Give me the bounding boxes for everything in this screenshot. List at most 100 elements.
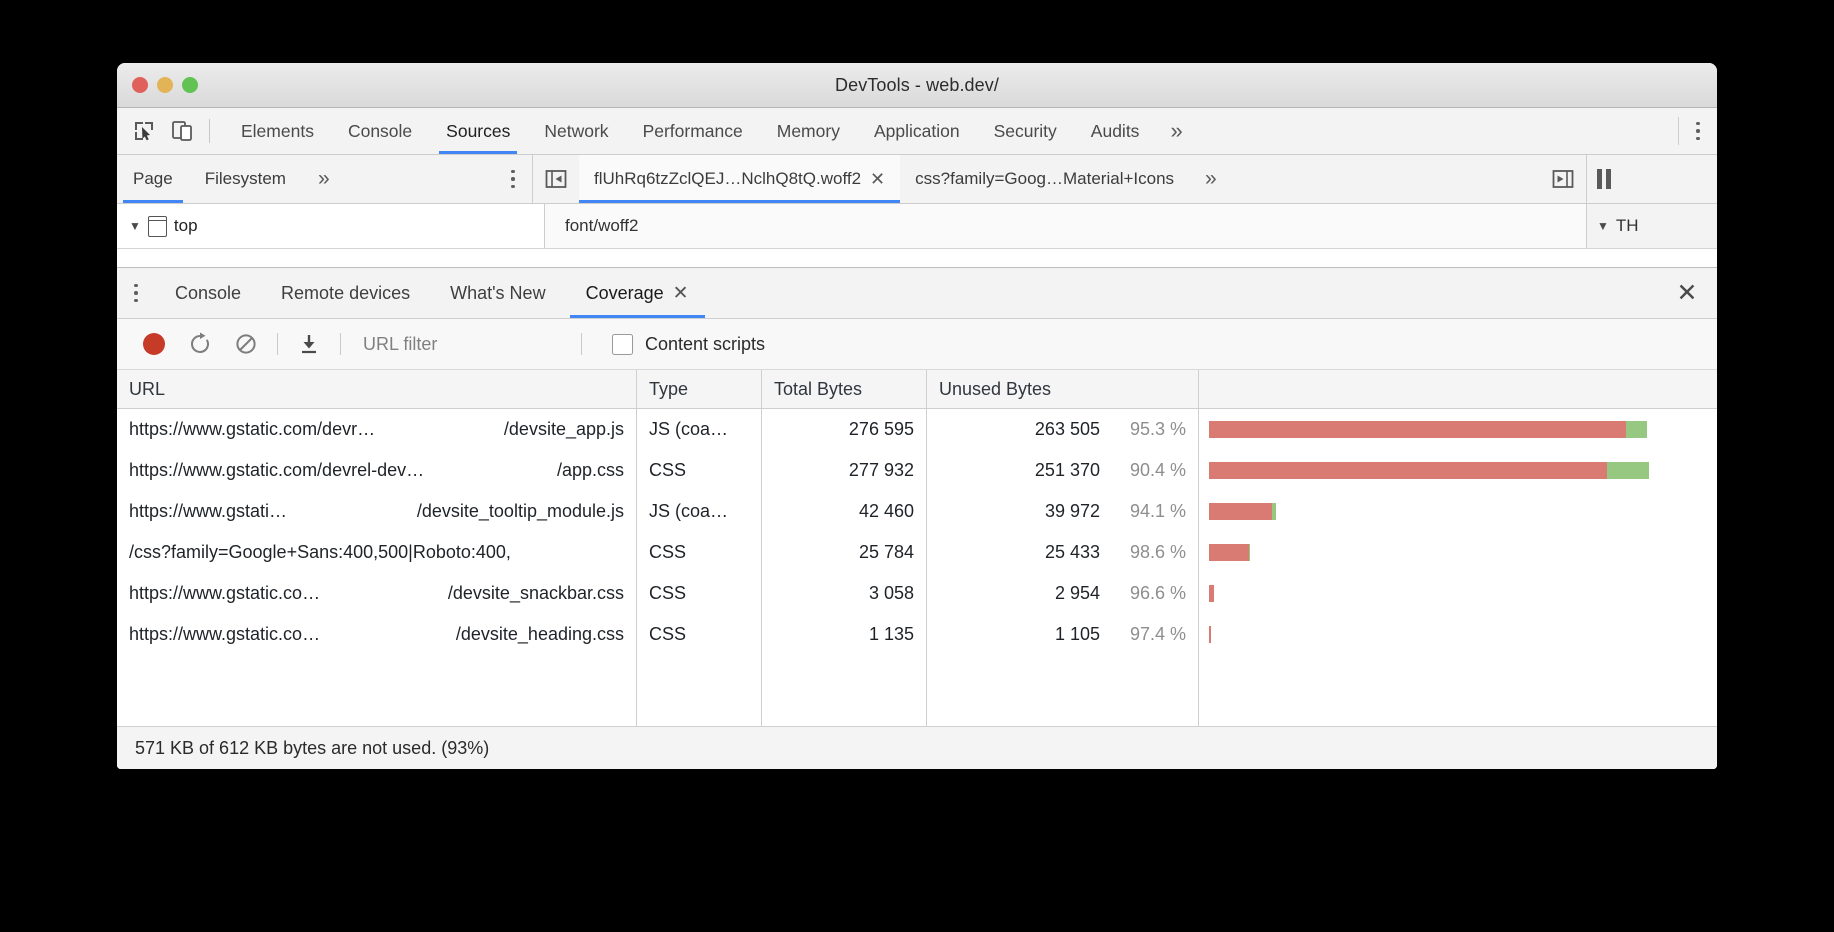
tab-audits[interactable]: Audits [1090,120,1140,141]
unused-segment [1209,585,1214,602]
drawer-menu-icon[interactable] [117,268,155,318]
cell-total-bytes: 277 932 [762,450,927,491]
tab-sources[interactable]: Sources [429,108,527,154]
drawer-tab-whats-new[interactable]: What's New [450,282,546,303]
section-triangle-icon[interactable]: ▼ [1597,219,1609,233]
column-header-total-bytes[interactable]: Total Bytes [762,370,927,408]
cell-unused-bytes: 251 370 90.4 % [927,450,1199,491]
tab-elements[interactable]: Elements [241,120,314,141]
column-header-unused-bytes[interactable]: Unused Bytes [927,370,1199,408]
usage-bar [1209,421,1647,438]
cell-unused-bytes: 1 105 97.4 % [927,614,1199,655]
inspect-element-icon[interactable] [131,118,157,144]
column-header-url[interactable]: URL [117,370,637,408]
url-file: /devsite_app.js [503,419,624,439]
table-row[interactable]: https://www.gstatic.com/devrel-dev… /app… [117,450,1717,491]
tab-console[interactable]: Console [347,120,413,141]
more-tabs-chevron-icon[interactable]: » [1170,118,1183,143]
tab-application[interactable]: Application [873,120,960,141]
expand-editor-icon[interactable] [1540,155,1586,203]
unused-value: 2 954 [1054,583,1100,603]
usage-bar [1209,544,1250,561]
table-row[interactable]: https://www.gstati… /devsite_tooltip_mod… [117,491,1717,532]
expand-triangle-icon[interactable]: ▼ [129,219,141,233]
drawer-tab-label: Coverage [585,282,664,303]
toolbar-icons [117,108,195,154]
close-icon[interactable]: ✕ [870,168,886,189]
unused-percent: 94.1 % [1129,501,1186,521]
record-button[interactable] [131,321,177,367]
zoom-window-button[interactable] [182,77,198,93]
cell-usage-bar [1199,614,1717,655]
cell-total-bytes: 1 135 [762,614,927,655]
cell-total-bytes: 276 595 [762,409,927,450]
cell-url: https://www.gstatic.com/devrel-dev… /app… [117,450,637,491]
content-scripts-checkbox[interactable] [612,333,633,355]
cell-usage-bar [1199,450,1717,491]
used-segment [1626,421,1647,438]
content-scripts-toggle[interactable]: Content scripts [590,333,765,355]
cell-type: CSS [637,573,762,614]
column-header-bar[interactable] [1199,370,1717,408]
nav-tab-page[interactable]: Page [117,155,189,203]
tab-performance[interactable]: Performance [642,120,743,141]
file-more-chevron-icon[interactable]: » [1205,167,1217,190]
editor-mime-type: font/woff2 [545,204,1586,248]
navigator-tree[interactable]: ▼ top [117,204,545,248]
tree-node-top[interactable]: top [173,216,198,235]
coverage-table: URL Type Total Bytes Unused Bytes https:… [117,370,1717,769]
navigator-menu-icon[interactable] [494,155,532,203]
unused-segment [1209,462,1607,479]
collapse-sidebar-icon[interactable] [533,155,579,203]
debugger-sidebar-label: TH [1615,216,1639,235]
cell-usage-bar [1199,573,1717,614]
url-prefix: https://www.gstatic.co… [129,583,321,603]
url-prefix: https://www.gstatic.com/devrel-dev… [129,460,425,480]
toolbar-divider [209,119,210,143]
pause-script-icon[interactable] [1597,169,1611,189]
file-tab-woff2[interactable]: flUhRq6tzZclQEJ…NclhQ8tQ.woff2 ✕ [579,155,901,203]
sources-subrow: Page Filesystem » flUhRq6tzZclQEJ…NclhQ8… [117,155,1717,204]
cell-type: CSS [637,532,762,573]
panel-tabs: Elements Console Sources Network Perform… [224,108,1678,154]
main-toolbar-divider [1678,117,1679,145]
table-row[interactable]: https://www.gstatic.co… /devsite_snackba… [117,573,1717,614]
drawer-tab-console[interactable]: Console [175,282,242,303]
nav-more-chevron-icon[interactable]: » [317,167,330,190]
table-body: https://www.gstatic.com/devr… /devsite_a… [117,409,1717,726]
tab-memory[interactable]: Memory [776,120,840,141]
coverage-toolbar: URL filter Content scripts [117,319,1717,370]
unused-value: 251 370 [1034,460,1100,480]
minimize-window-button[interactable] [157,77,173,93]
used-segment [1249,544,1250,561]
main-menu-icon[interactable] [1679,108,1717,154]
tab-security[interactable]: Security [993,120,1057,141]
table-row[interactable]: https://www.gstatic.co… /devsite_heading… [117,614,1717,655]
drawer-tab-remote-devices[interactable]: Remote devices [281,282,411,303]
file-tab-css-family[interactable]: css?family=Goog…Material+Icons [900,155,1189,203]
table-empty-area [117,655,1717,726]
used-segment [1272,503,1277,520]
table-row[interactable]: /css?family=Google+Sans:400,500|Roboto:4… [117,532,1717,573]
close-window-button[interactable] [132,77,148,93]
column-header-type[interactable]: Type [637,370,762,408]
sources-content-strip: ▼ top font/woff2 ▼ TH [117,204,1717,249]
table-row[interactable]: https://www.gstatic.com/devr… /devsite_a… [117,409,1717,450]
export-icon[interactable] [286,321,332,367]
devtools-drawer: Console Remote devices What's New Covera… [117,267,1717,769]
close-drawer-icon[interactable]: ✕ [1676,279,1698,307]
close-icon[interactable]: ✕ [672,282,689,304]
debugger-sidebar-section: ▼ TH [1586,204,1717,248]
reload-icon[interactable] [177,321,223,367]
clear-icon[interactable] [223,321,269,367]
nav-tab-filesystem[interactable]: Filesystem [204,169,286,188]
tab-network[interactable]: Network [544,120,609,141]
drawer-tab-coverage[interactable]: Coverage ✕ [566,268,709,318]
url-filter-input[interactable]: URL filter [363,333,438,354]
unused-segment [1209,421,1627,438]
table-header-row: URL Type Total Bytes Unused Bytes [117,370,1717,409]
device-toolbar-icon[interactable] [169,118,195,144]
cell-type: CSS [637,450,762,491]
cell-usage-bar [1199,491,1717,532]
